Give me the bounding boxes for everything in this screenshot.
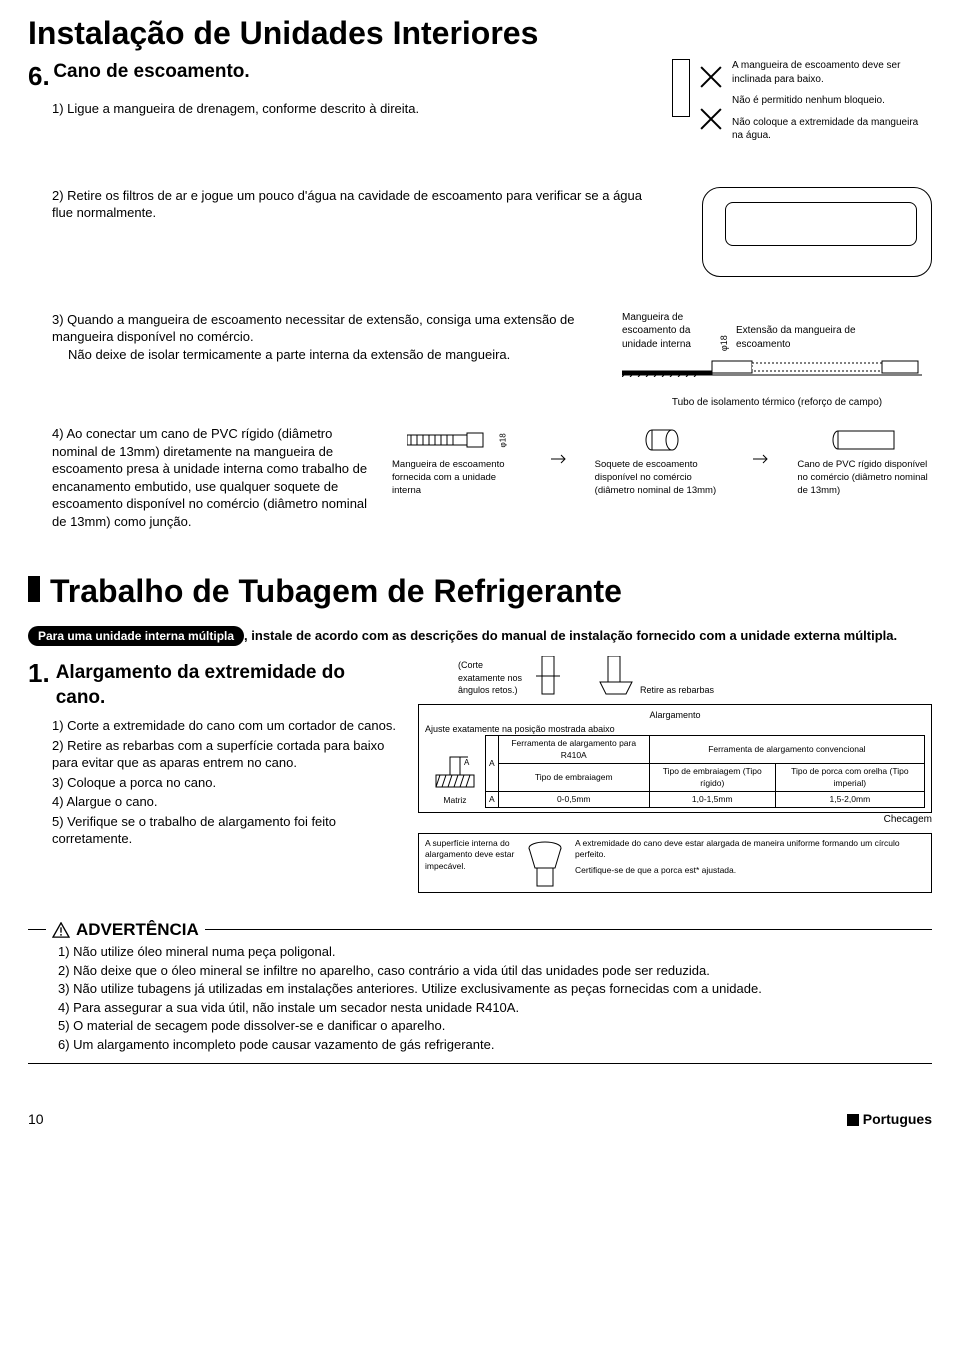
socket-icon bbox=[642, 427, 682, 453]
diagram-label: Mangueira de escoamento fornecida com a … bbox=[392, 459, 527, 497]
phi-label: φ18 bbox=[718, 339, 730, 351]
pill-label: Para uma unidade interna múltipla bbox=[28, 626, 244, 646]
section-heading: Cano de escoamento. bbox=[53, 61, 249, 82]
warning-box: ADVERTÊNCIA 1) Não utilize óleo mineral … bbox=[28, 919, 932, 1064]
table-header: Ferramenta de alargamento convencional bbox=[649, 736, 924, 764]
square-icon bbox=[847, 1114, 859, 1126]
step-1-flaring: 1. Alargamento da extremidade do cano. 1… bbox=[28, 656, 932, 893]
diagram-label: Mangueira de escoamento da unidade inter… bbox=[622, 311, 712, 352]
step-item: 1) Ligue a mangueira de drenagem, confor… bbox=[52, 100, 632, 118]
unit-rect-icon bbox=[672, 59, 690, 117]
section-6: 6. Cano de escoamento. 1) Ligue a mangue… bbox=[28, 59, 932, 151]
page-footer: 10 Portugues bbox=[28, 1110, 932, 1129]
table-header: A bbox=[486, 736, 499, 792]
arrow-right-icon bbox=[551, 453, 571, 465]
diagram-label: (Corte exatamente nos ângulos retos.) bbox=[458, 659, 528, 695]
pipe-cut-icon bbox=[532, 656, 566, 696]
section-number: 6. bbox=[28, 59, 50, 94]
table-header: Ferramenta de alargamento para R410A bbox=[498, 736, 649, 764]
deburr-icon bbox=[596, 656, 636, 696]
step-3-block: 3) Quando a mangueira de escoamento nece… bbox=[28, 311, 932, 410]
table-title: Alargamento bbox=[425, 709, 925, 723]
step-item: 1) Corte a extremidade do cano com um co… bbox=[52, 717, 398, 735]
warning-item: 4) Para assegurar a sua vida útil, não i… bbox=[58, 999, 932, 1017]
step-text: 3) Quando a mangueira de escoamento nece… bbox=[52, 311, 598, 346]
arrow-right-icon bbox=[753, 453, 773, 465]
step-2-block: 2) Retire os filtros de ar e jogue um po… bbox=[28, 187, 932, 277]
section-heading: Alargamento da extremidade do cano. bbox=[56, 660, 398, 711]
check-note: Certifique-se de que a porca est* ajusta… bbox=[575, 865, 925, 876]
flare-check-icon bbox=[523, 838, 567, 888]
flaring-table-box: Alargamento Ajuste exatamente na posição… bbox=[418, 704, 932, 814]
flare-table: A Ferramenta de alargamento para R410A F… bbox=[485, 735, 925, 808]
step-4-block: 4) Ao conectar um cano de PVC rígido (di… bbox=[28, 425, 932, 530]
indoor-unit-diagram bbox=[702, 187, 932, 277]
diagram-note: Não é permitido nenhum bloqueio. bbox=[732, 94, 932, 108]
hose-svg-icon bbox=[622, 351, 922, 377]
step-item: 2) Retire as rebarbas com a superfície c… bbox=[52, 737, 398, 772]
diagram-label: Soquete de escoamento disponível no comé… bbox=[595, 459, 730, 497]
table-cell: 0-0,5mm bbox=[498, 792, 649, 808]
table-cell: Tipo de embraiagem (Tipo rígido) bbox=[649, 764, 775, 792]
die-icon: A bbox=[430, 751, 480, 795]
step-text: 2) Retire os filtros de ar e jogue um po… bbox=[52, 187, 662, 222]
prohibit-icon bbox=[696, 105, 726, 135]
warning-heading: ADVERTÊNCIA bbox=[76, 919, 199, 942]
section-number: 1. bbox=[28, 656, 50, 691]
check-box: Checagem A superfície interna do alargam… bbox=[418, 813, 932, 893]
step-item: 3) Coloque a porca no cano. bbox=[52, 774, 398, 792]
warning-item: 1) Não utilize óleo mineral numa peça po… bbox=[58, 943, 932, 961]
step-text: Não deixe de isolar termicamente a parte… bbox=[68, 346, 598, 364]
pvc-connection-diagram: φ18 Mangueira de escoamento fornecida co… bbox=[392, 425, 932, 497]
step-item: 4) Alargue o cano. bbox=[52, 793, 398, 811]
section-title-refrigerant: Trabalho de Tubagem de Refrigerante bbox=[28, 570, 932, 613]
warning-item: 3) Não utilize tubagens já utilizadas em… bbox=[58, 980, 932, 998]
check-note: A extremidade do cano deve estar alargad… bbox=[575, 838, 925, 861]
svg-text:A: A bbox=[464, 758, 470, 767]
flaring-diagrams: (Corte exatamente nos ângulos retos.) Re… bbox=[418, 656, 932, 893]
warning-item: 5) O material de secagem pode dissolver-… bbox=[58, 1017, 932, 1035]
diagram-label: Extensão da mangueira de escoamento bbox=[736, 324, 856, 351]
multi-unit-note: Para uma unidade interna múltipla, insta… bbox=[28, 626, 932, 646]
hose-icon bbox=[407, 427, 497, 453]
step-text: 4) Ao conectar um cano de PVC rígido (di… bbox=[52, 425, 372, 530]
diagram-label: Cano de PVC rígido disponível no comérci… bbox=[797, 459, 932, 497]
table-cell: Tipo de embraiagem bbox=[498, 764, 649, 792]
page-number: 10 bbox=[28, 1110, 44, 1129]
table-cell: 1,0-1,5mm bbox=[649, 792, 775, 808]
check-note: A superfície interna do alargamento deve… bbox=[425, 838, 515, 872]
pvc-pipe-icon bbox=[830, 427, 900, 453]
warning-item: 6) Um alargamento incompleto pode causar… bbox=[58, 1036, 932, 1054]
step-item: 5) Verifique se o trabalho de alargament… bbox=[52, 813, 398, 848]
table-header: A bbox=[486, 792, 499, 808]
table-subhead: Ajuste exatamente na posição mostrada ab… bbox=[425, 723, 925, 735]
drain-hose-diagram: A mangueira de escoamento deve ser incli… bbox=[672, 59, 932, 151]
phi-label: φ18 bbox=[499, 433, 510, 447]
hose-extension-diagram: Mangueira de escoamento da unidade inter… bbox=[622, 311, 932, 410]
page-title: Instalação de Unidades Interiores bbox=[28, 12, 932, 55]
diagram-note: A mangueira de escoamento deve ser incli… bbox=[732, 59, 932, 86]
table-cell: Tipo de porca com orelha (Tipo imperial) bbox=[775, 764, 924, 792]
die-label: Matriz bbox=[443, 795, 466, 806]
table-cell: 1,5-2,0mm bbox=[775, 792, 924, 808]
prohibit-icon bbox=[696, 63, 726, 93]
diagram-label: Retire as rebarbas bbox=[640, 684, 720, 696]
warning-item: 2) Não deixe que o óleo mineral se infil… bbox=[58, 962, 932, 980]
diagram-note: Não coloque a extremidade da mangueira n… bbox=[732, 116, 932, 143]
pill-rest-text: , instale de acordo com as descrições do… bbox=[244, 628, 897, 643]
warning-icon bbox=[52, 922, 70, 938]
language-label: Portugues bbox=[863, 1110, 932, 1129]
check-title: Checagem bbox=[418, 813, 932, 827]
diagram-label: Tubo de isolamento térmico (reforço de c… bbox=[622, 396, 932, 410]
